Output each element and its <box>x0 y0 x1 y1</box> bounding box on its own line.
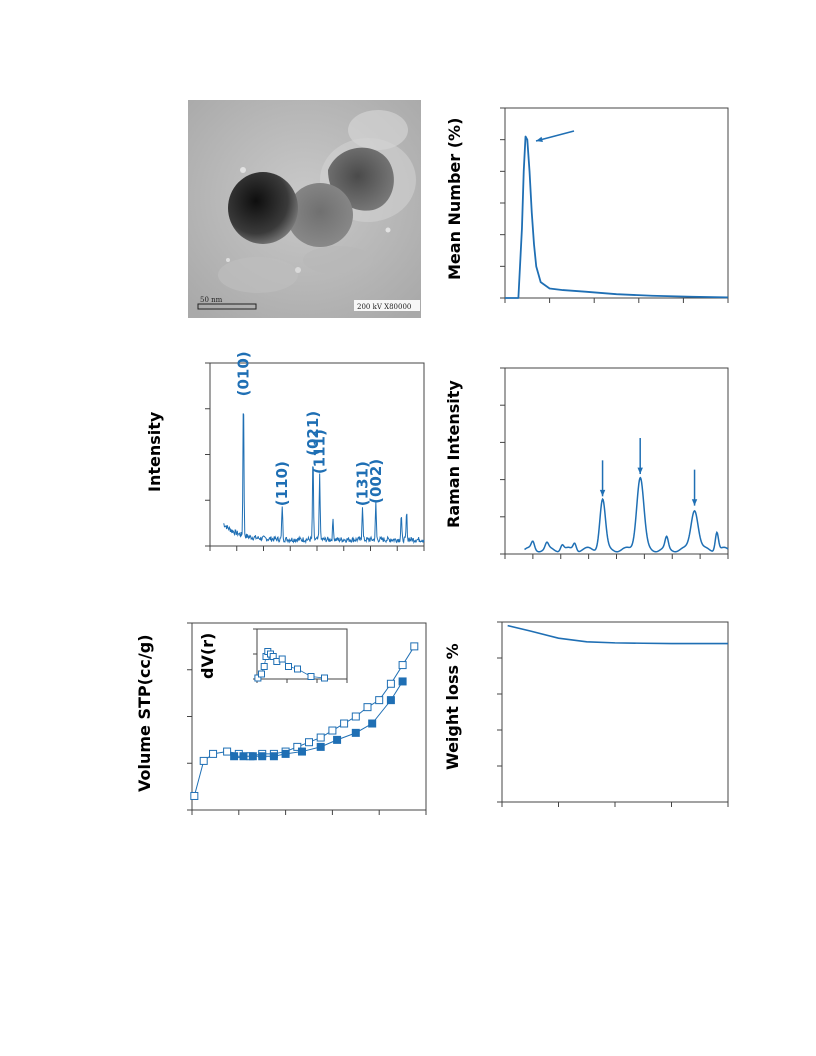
raman-peak-arrow-2-head <box>637 467 643 475</box>
xrd-peak-label: (021) <box>304 411 322 456</box>
bet-desorption-point <box>316 742 325 751</box>
bet-desorption-point <box>297 747 306 756</box>
tem-micrograph: 50 nm 200 kV X80000 <box>188 100 421 318</box>
bet-adsorption-point <box>410 642 419 651</box>
raman-peak-arrow-1-head <box>599 489 606 497</box>
bet-adsorption-point <box>305 738 313 747</box>
tga-weight-loss-line <box>507 624 728 645</box>
bet-adsorption-point <box>281 747 290 756</box>
tga-frame <box>501 621 729 803</box>
mean-number-series-line <box>505 135 729 299</box>
bet-inset-point <box>273 658 281 665</box>
bet-inset-point <box>264 648 272 655</box>
mean-peak-arrow <box>535 130 575 142</box>
xrd-peak-label: (111) <box>311 429 329 474</box>
bet-series-line-1 <box>193 646 415 797</box>
bet-frame <box>191 622 427 811</box>
xrd-pattern-line <box>223 413 425 545</box>
bet-adsorption-point <box>269 749 278 758</box>
bet-adsorption-point <box>209 749 218 758</box>
bet-adsorption-point <box>246 752 255 761</box>
raman-frame <box>504 367 729 555</box>
raman-peak-arrow-3-head <box>691 499 698 506</box>
xrd-peak-label: (110) <box>273 461 291 506</box>
bet-inset-point <box>294 665 301 673</box>
bet-adsorption-point <box>351 712 360 721</box>
mean-number-ylabel: Mean Number (%) <box>445 117 464 280</box>
bet-desorption-point <box>368 719 377 728</box>
bet-adsorption-point <box>363 703 372 712</box>
bet-desorption-point <box>386 696 395 705</box>
bet-series-line-2 <box>234 681 404 757</box>
xrd-frame <box>209 362 425 547</box>
bet-desorption-point <box>398 677 407 686</box>
bet-inset-line <box>257 650 325 679</box>
bet-ylabel: Volume STP(cc/g) <box>135 634 154 792</box>
bet-inset-frame <box>256 628 348 680</box>
bet-inset-point <box>262 653 270 660</box>
bet-inset-point <box>260 663 268 670</box>
bet-adsorption-point <box>223 747 232 756</box>
tga-ylabel: Weight loss % <box>443 643 462 770</box>
mean-peak-arrow-head <box>536 136 543 142</box>
mean-frame <box>504 107 729 299</box>
tem-image: 50 nm 200 kV X80000 <box>188 100 421 318</box>
xrd-peak-label: (131) <box>353 461 371 506</box>
bet-inset-point <box>321 674 328 682</box>
tem-scale-label: 50 nm <box>200 296 223 304</box>
bet-inset-point <box>278 655 286 663</box>
bet-desorption-point <box>281 749 290 758</box>
bet-desorption-point <box>258 752 267 761</box>
bet-adsorption-point <box>386 679 395 688</box>
bet-inset-point <box>285 663 292 670</box>
bet-adsorption-point <box>316 733 325 742</box>
bet-inset-point <box>254 674 262 682</box>
xrd-ylabel: Intensity <box>145 411 164 492</box>
bet-adsorption-point <box>234 749 243 758</box>
xrd-peak-label: (002) <box>367 459 385 504</box>
bet-inset-point <box>307 673 315 680</box>
bet-adsorption-point <box>199 756 208 765</box>
raman-spectrum-line <box>524 476 729 553</box>
bet-adsorption-point <box>293 742 302 751</box>
bet-adsorption-point <box>340 719 349 728</box>
bet-adsorption-point <box>375 696 384 705</box>
bet-inset-point <box>269 653 277 660</box>
bet-desorption-point <box>248 752 257 761</box>
bet-desorption-point <box>269 752 278 761</box>
bet-adsorption-point <box>258 749 267 758</box>
xrd-peak-label: (010) <box>234 351 252 396</box>
bet-inset-point <box>267 650 274 658</box>
tem-info-label: 200 kV X80000 <box>357 303 411 311</box>
bet-inset-ylabel: dV(r) <box>198 632 217 679</box>
bet-inset-point <box>258 670 265 678</box>
bet-desorption-point <box>239 752 248 761</box>
bet-desorption-point <box>351 728 360 737</box>
bet-desorption-point <box>333 735 342 744</box>
bet-adsorption-point <box>190 791 199 800</box>
raman-ylabel: Raman Intensity <box>444 380 463 528</box>
bet-adsorption-point <box>328 726 337 735</box>
bet-adsorption-point <box>398 661 407 670</box>
bet-desorption-point <box>230 752 239 761</box>
